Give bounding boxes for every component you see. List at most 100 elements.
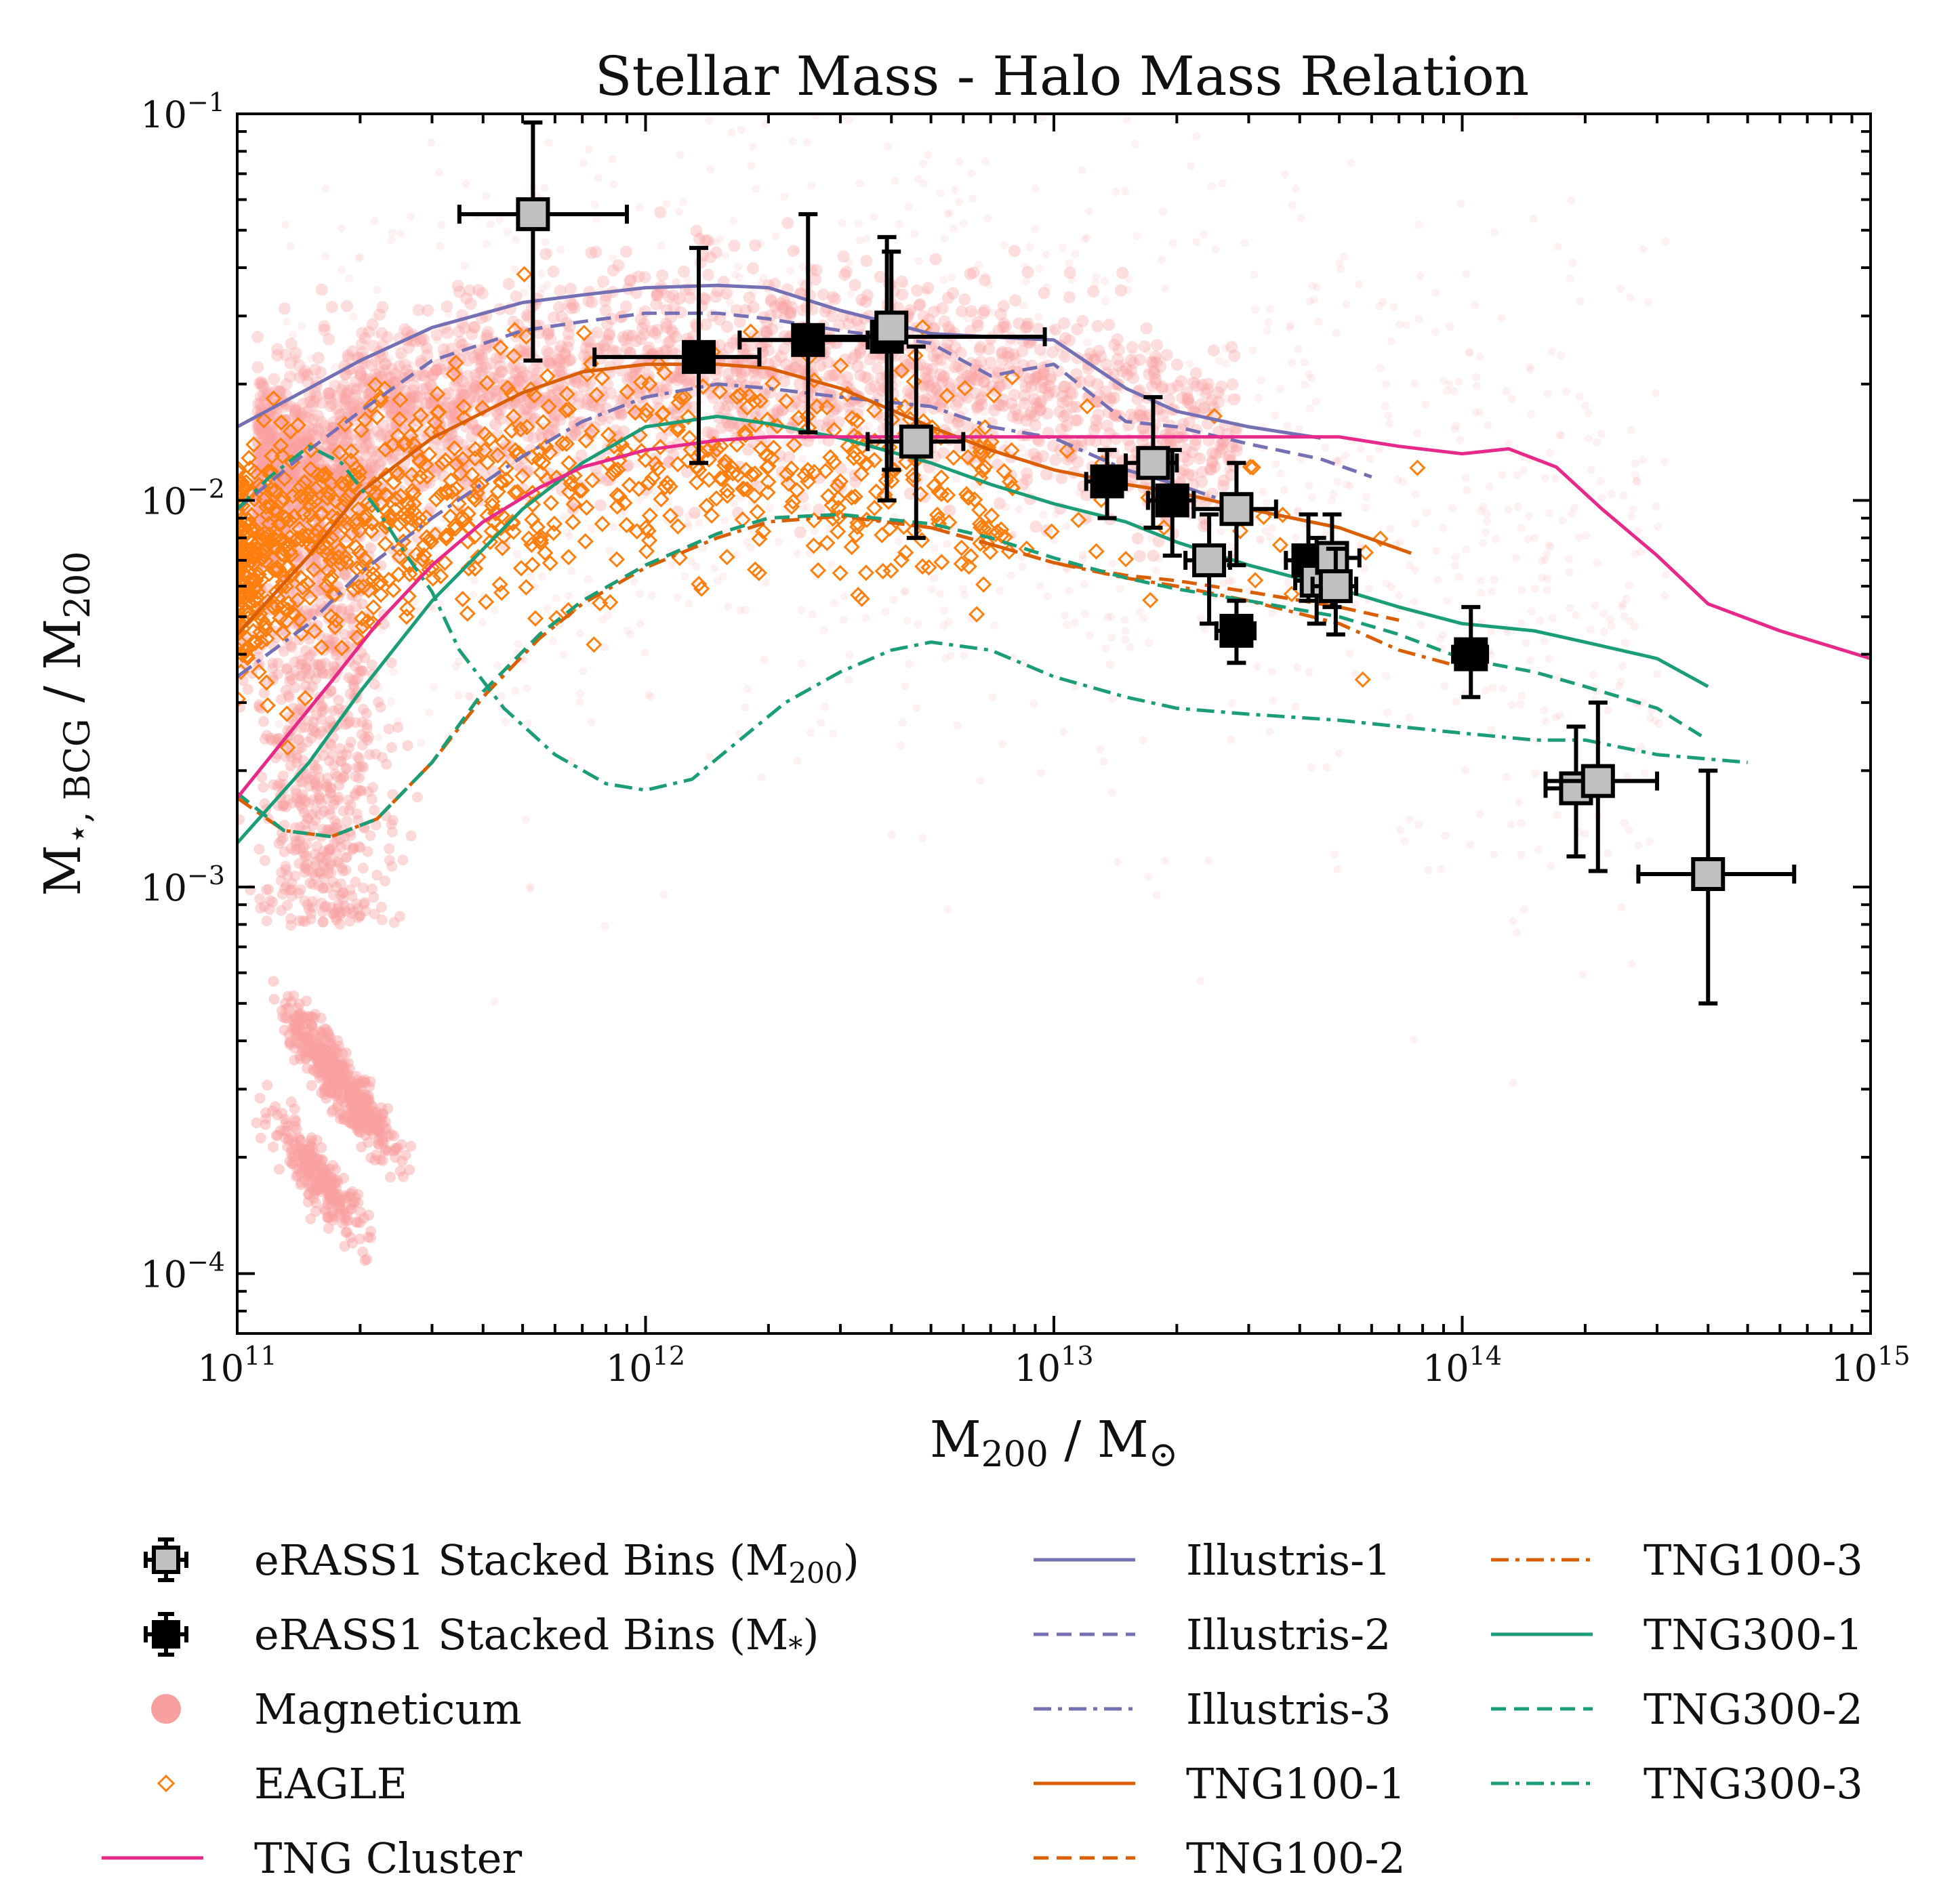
magneticum-point [298,322,306,331]
magneticum-point [364,749,375,760]
magneticum-point [350,770,361,782]
magneticum-point [315,713,327,725]
magneticum-point [354,365,367,378]
magneticum-point [1424,866,1433,875]
magneticum-point [1166,426,1179,438]
magneticum-point [420,381,433,394]
magneticum-point [1269,696,1278,705]
magneticum-point [289,665,301,677]
magneticum-point [558,303,567,312]
magneticum-point [641,344,654,357]
magneticum-point [1267,667,1276,676]
magneticum-point [1071,323,1084,335]
magneticum-point [1517,619,1526,627]
magneticum-point [441,327,454,339]
magneticum-point [1025,243,1034,251]
magneticum-point [775,390,788,403]
magneticum-point [1517,691,1526,700]
magneticum-point [381,758,392,770]
magneticum-point [1047,324,1056,333]
magneticum-point [358,375,370,388]
magneticum-point [512,373,525,386]
magneticum-point [305,913,317,925]
magneticum-point [1107,634,1116,642]
magneticum-point [472,284,485,297]
magneticum-point [1063,386,1076,399]
magneticum-point [971,316,983,329]
magneticum-point [1345,649,1354,658]
magneticum-point [934,368,947,381]
magneticum-point [1400,837,1409,846]
magneticum-point [706,165,715,174]
magneticum-point [512,235,520,244]
magneticum-point [1355,280,1364,289]
magneticum-point [302,865,314,876]
magneticum-point [930,574,939,583]
magneticum-point [895,220,903,229]
magneticum-point [331,390,344,402]
magneticum-point [769,300,781,313]
magneticum-point [275,875,287,886]
magneticum-point [988,308,997,316]
magneticum-point [1551,713,1560,722]
magneticum-point [312,409,325,422]
magneticum-point [356,458,368,471]
magneticum-point [996,346,1009,358]
magneticum-point [1133,353,1146,366]
magneticum-point [1545,655,1553,663]
magneticum-point [1414,315,1423,324]
magneticum-point [564,295,577,308]
magneticum-point [255,903,266,914]
magneticum-point [1029,520,1042,533]
magneticum-point [1413,429,1422,438]
magneticum-point [936,375,949,388]
magneticum-point [521,308,533,321]
magneticum-point [301,839,312,850]
magneticum-point [741,443,754,456]
magneticum-point [1196,388,1204,396]
magneticum-point [819,386,828,394]
magneticum-point [1498,684,1507,693]
magneticum-point [255,379,268,392]
magneticum-point [1039,510,1048,519]
magneticum-point [443,438,455,450]
magneticum-point [268,976,279,987]
magneticum-point [542,355,554,368]
magneticum-point [582,351,595,364]
magneticum-point [1121,636,1130,644]
magneticum-point [511,459,524,472]
magneticum-point [808,610,816,619]
magneticum-point [420,397,433,410]
magneticum-point [329,815,341,827]
magneticum-point [960,407,969,415]
magneticum-point [573,390,586,403]
magneticum-point [510,265,519,274]
magneticum-point [788,416,800,428]
magneticum-point [657,241,666,250]
magneticum-point [1044,371,1057,384]
magneticum-point [384,854,395,866]
magneticum-point [609,154,617,163]
magneticum-point [430,364,443,377]
magneticum-point [481,329,493,342]
magneticum-point [525,397,537,410]
magneticum-point [984,356,997,369]
magneticum-point [302,428,315,440]
magneticum-point [363,437,375,450]
magneticum-point [875,377,884,386]
magneticum-point [964,268,977,281]
magneticum-point [554,344,566,357]
magneticum-point [1511,554,1520,562]
magneticum-point [1200,625,1208,634]
magneticum-point [1414,820,1423,829]
magneticum-point [1116,365,1129,377]
magneticum-point [464,297,477,310]
magneticum-point [365,542,377,554]
magneticum-point [489,417,502,430]
magneticum-point [581,398,593,411]
magneticum-point [1227,393,1240,406]
magneticum-point [1192,132,1201,141]
magneticum-point [1582,531,1591,540]
magneticum-point [293,354,302,363]
magneticum-point [854,369,867,381]
